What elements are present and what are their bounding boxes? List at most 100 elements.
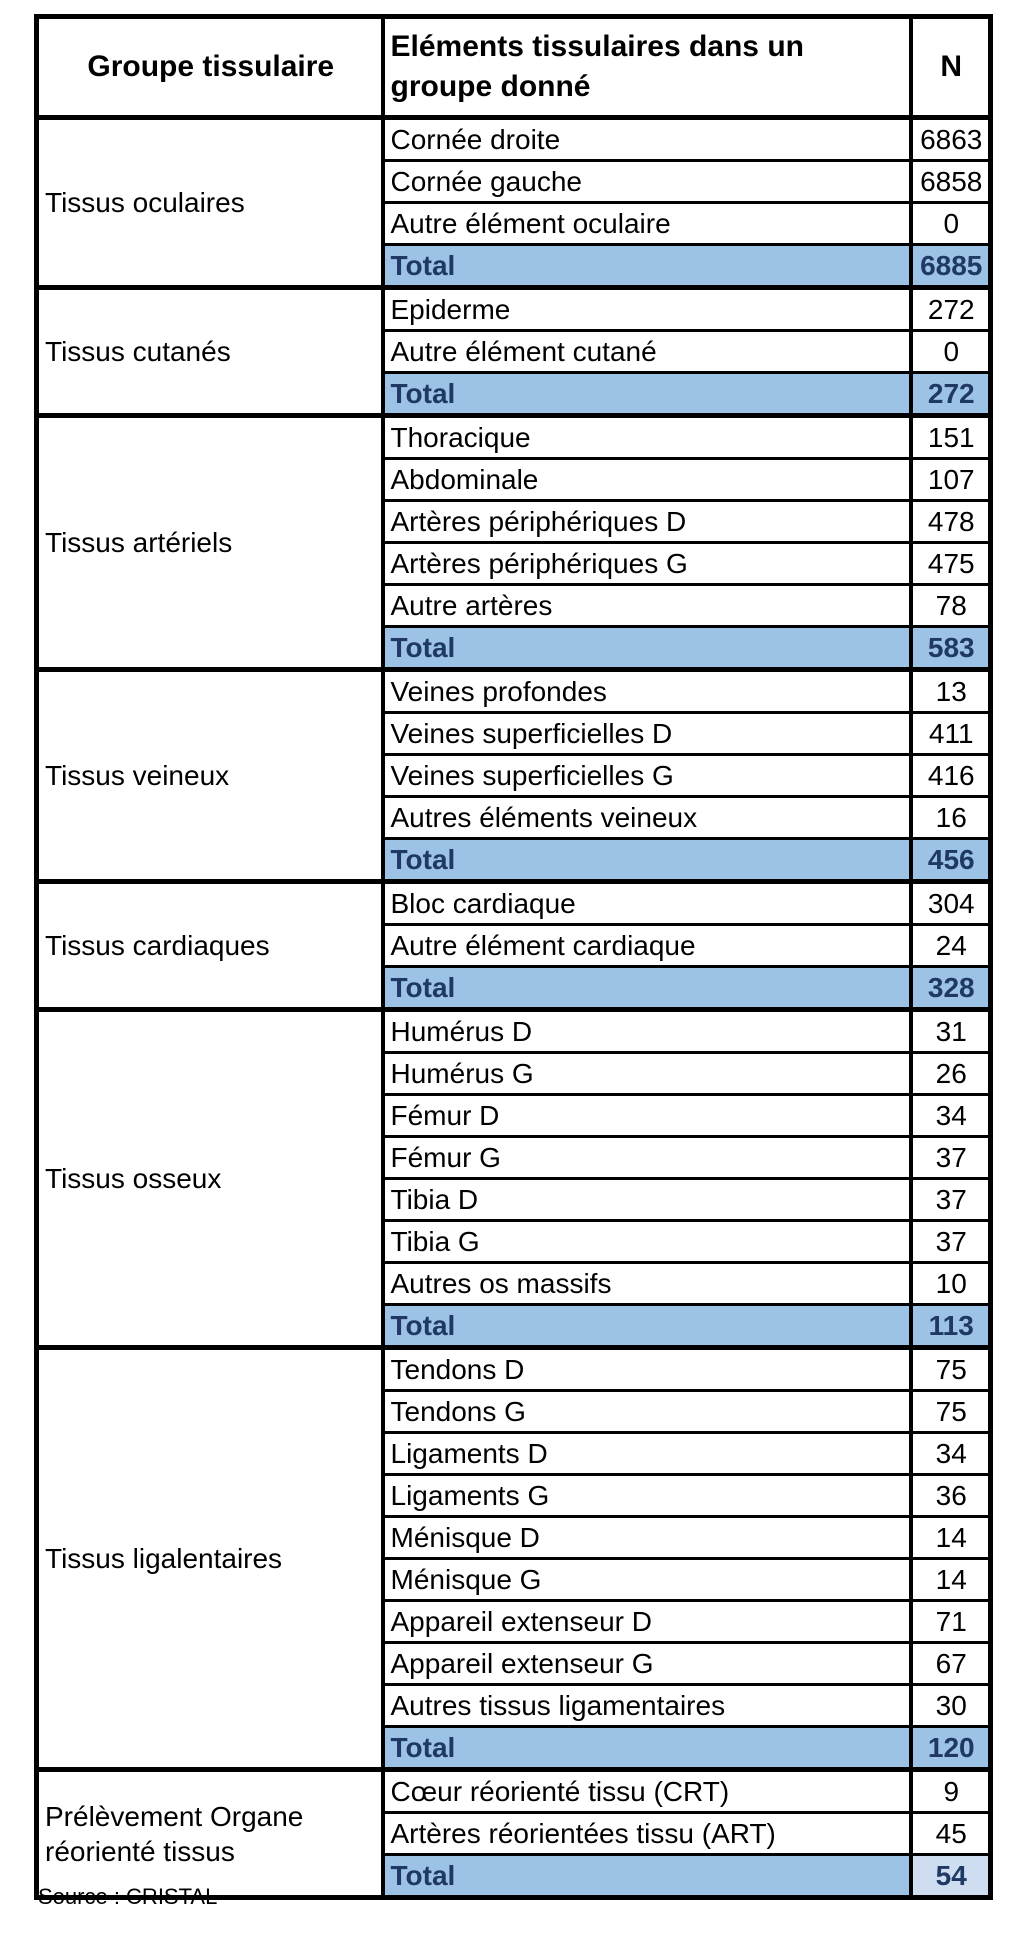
element-count: 75 [908, 1345, 993, 1392]
element-label: Cornée gauche [380, 159, 913, 204]
element-count: 478 [908, 499, 993, 544]
element-label: Artères périphériques G [380, 541, 913, 586]
element-count: 10 [908, 1261, 993, 1306]
element-count: 31 [908, 1007, 993, 1054]
total-row: Total 272 [37, 371, 993, 418]
total-label: Total [380, 1303, 913, 1350]
table-row: Fémur G 37 [37, 1135, 993, 1180]
table-row: Tissus veineux Veines profondes 13 [34, 667, 993, 884]
group-label: Tissus veineux [34, 667, 385, 884]
element-count: 411 [908, 711, 993, 756]
total-label: Total [380, 625, 913, 672]
table-row: Autres os massifs 10 [37, 1261, 993, 1306]
element-count: 78 [908, 583, 993, 628]
element-count: 14 [908, 1557, 993, 1602]
element-count: 37 [908, 1177, 993, 1222]
element-count: 107 [908, 457, 993, 502]
table-row: Tibia D 37 [37, 1177, 993, 1222]
element-count: 34 [908, 1093, 993, 1138]
tissue-table-header: Groupe tissulaire Eléments tissulaires d… [34, 15, 993, 120]
table-row: Ligaments G 36 [37, 1473, 993, 1518]
element-count: 304 [908, 879, 993, 926]
element-count: 71 [908, 1599, 993, 1644]
total-label: Total [380, 1725, 913, 1772]
element-count: 26 [908, 1051, 993, 1096]
table-row: Autre élément cutané 0 [37, 329, 993, 374]
element-label: Autre élément cardiaque [380, 923, 913, 968]
group-label: Tissus oculaires [34, 115, 385, 290]
element-label: Cœur réorienté tissu (CRT) [380, 1767, 913, 1814]
element-count: 45 [908, 1811, 993, 1856]
table-row: Appareil extenseur D 71 [37, 1599, 993, 1644]
tissue-table: Groupe tissulaire Eléments tissulaires d… [34, 14, 993, 1900]
total-count: 272 [908, 371, 993, 418]
total-count: 328 [908, 965, 993, 1012]
element-count: 34 [908, 1431, 993, 1476]
element-label: Humérus G [380, 1051, 913, 1096]
group-label: Tissus artériels [34, 413, 385, 672]
element-label: Tendons G [380, 1389, 913, 1434]
group-label: Tissus ligalentaires [34, 1345, 385, 1772]
tissue-table-body: Tissus oculaires Cornée droite 6863 Cornée … [34, 115, 993, 1900]
element-label: Fémur D [380, 1093, 913, 1138]
element-count: 151 [908, 413, 993, 460]
table-row: Autre artères 78 [37, 583, 993, 628]
table-row: Autres éléments veineux 16 [37, 795, 993, 840]
total-label: Total [380, 1853, 913, 1900]
total-row: Total 328 [37, 965, 993, 1012]
element-label: Autre élément cutané [380, 329, 913, 374]
element-count: 37 [908, 1219, 993, 1264]
total-label: Total [380, 371, 913, 418]
table-row: Autres tissus ligamentaires 30 [37, 1683, 993, 1728]
element-label: Artères réorientées tissu (ART) [380, 1811, 913, 1856]
element-count: 0 [908, 329, 993, 374]
table-row: Autre élément oculaire 0 [37, 201, 993, 246]
group-label: Tissus osseux [34, 1007, 385, 1350]
element-label: Ménisque D [380, 1515, 913, 1560]
total-label: Total [380, 243, 913, 290]
table-row: Veines superficielles D 411 [37, 711, 993, 756]
total-count: 6885 [908, 243, 993, 290]
total-count: 456 [908, 837, 993, 884]
table-row: Humérus G 26 [37, 1051, 993, 1096]
header-group-tissulaire: Groupe tissulaire [34, 15, 385, 120]
table-row: Tendons G 75 [37, 1389, 993, 1434]
source-note: Source : CRISTAL [38, 1884, 218, 1909]
element-label: Veines superficielles D [380, 711, 913, 756]
element-label: Fémur G [380, 1135, 913, 1180]
table-row: Appareil extenseur G 67 [37, 1641, 993, 1686]
element-label: Tendons D [380, 1345, 913, 1392]
total-row: Total 113 [37, 1303, 993, 1350]
total-count: 583 [908, 625, 993, 672]
table-row: Tissus ligalentaires Tendons D 75 [34, 1345, 993, 1772]
group-label: Tissus cardiaques [34, 879, 385, 1012]
total-row: Total 54 [37, 1853, 993, 1900]
total-label: Total [380, 837, 913, 884]
header-elements-tissulaires: Eléments tissulaires dans un groupe donn… [380, 15, 913, 120]
element-label: Ligaments D [380, 1431, 913, 1476]
total-row: Total 456 [37, 837, 993, 884]
table-row: Artères périphériques G 475 [37, 541, 993, 586]
total-count: 54 [908, 1853, 993, 1900]
element-label: Autres tissus ligamentaires [380, 1683, 913, 1728]
table-row: Tissus oculaires Cornée droite 6863 [34, 115, 993, 290]
element-count: 37 [908, 1135, 993, 1180]
element-label: Humérus D [380, 1007, 913, 1054]
element-label: Cornée droite [380, 115, 913, 162]
table-row: Abdominale 107 [37, 457, 993, 502]
total-row: Total 120 [37, 1725, 993, 1772]
element-label: Autre élément oculaire [380, 201, 913, 246]
element-label: Artères périphériques D [380, 499, 913, 544]
element-label: Appareil extenseur G [380, 1641, 913, 1686]
element-count: 67 [908, 1641, 993, 1686]
total-label: Total [380, 965, 913, 1012]
element-count: 75 [908, 1389, 993, 1434]
table-row: Fémur D 34 [37, 1093, 993, 1138]
table-row: Artères réorientées tissu (ART) 45 [37, 1811, 993, 1856]
table-row: Prélèvement Organe réorienté tissus Cœur … [34, 1767, 993, 1900]
element-label: Tibia G [380, 1219, 913, 1264]
table-row: Veines superficielles G 416 [37, 753, 993, 798]
element-label: Abdominale [380, 457, 913, 502]
element-count: 272 [908, 285, 993, 332]
